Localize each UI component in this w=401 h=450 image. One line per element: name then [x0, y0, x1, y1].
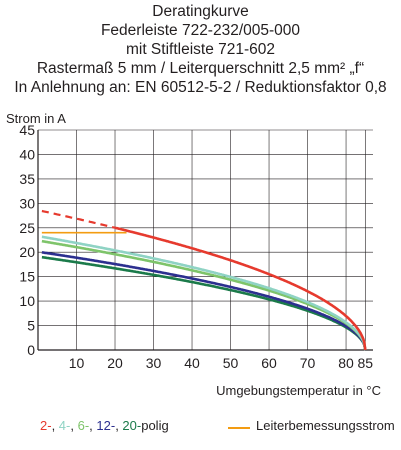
legend-item-3: , [70, 418, 78, 433]
legend-series: 2-, 4-, 6-, 12-, 20-polig [40, 418, 169, 433]
legend-item-9: polig [141, 418, 169, 433]
y-axis-label: Strom in A [6, 111, 66, 126]
y-tick-label-8: 45 [19, 122, 35, 138]
y-tick-label-1: 10 [19, 293, 35, 309]
series-line-1 [41, 235, 367, 351]
x-tick-label-5: 60 [261, 355, 277, 371]
y-tick-label-6: 35 [19, 171, 35, 187]
x-tick-label-1: 20 [107, 355, 123, 371]
x-tick-label-6: 70 [300, 355, 316, 371]
legend-item-8: 20- [122, 418, 142, 433]
legend-item-6: 12- [96, 418, 116, 433]
y-tick-label-3: 20 [19, 244, 35, 260]
chart-title-line3: mit Stiftleiste 721-602 [125, 41, 276, 58]
series-line-3 [41, 251, 367, 351]
y-tick-label-2: 15 [19, 269, 35, 285]
legend-item-4: 6- [77, 418, 90, 433]
legend-item-0: 2- [40, 418, 52, 433]
legend-label-rated-current: Leiterbemessungsstrom [256, 418, 395, 433]
y-tick-label-7: 40 [19, 146, 35, 162]
x-tick-label-0: 10 [69, 355, 85, 371]
y-tick-label-0: 5 [27, 318, 35, 334]
x-tick-label-7: 80 [338, 355, 354, 371]
y-tick-label-4: 25 [19, 220, 35, 236]
y-tick-label-zero: 0 [27, 342, 35, 358]
chart-title-line4: Rastermaß 5 mm / Leiterquerschnitt 2,5 m… [36, 60, 365, 77]
series-line-0 [114, 226, 367, 351]
series-line-dashed-0 [41, 209, 116, 229]
series-line-4 [41, 255, 367, 351]
legend-item-2: 4- [58, 418, 71, 433]
series-line-2 [41, 239, 367, 351]
y-tick-label-5: 30 [19, 195, 35, 211]
x-tick-label-8: 85 [358, 355, 374, 371]
chart-title-line2: Federleiste 722-232/005-000 [100, 22, 301, 39]
derating-chart: 5 10 15 20 25 30 35 40 45 0 10 20 30 40 50 60 70 80 85 Stro… [6, 111, 381, 398]
legend-item-5: , [89, 418, 97, 433]
x-tick-label-2: 30 [146, 355, 162, 371]
chart-title-line1: Deratingkurve [152, 3, 249, 20]
x-axis-label: Umgebungstemperatur in °C [216, 383, 381, 398]
legend-item-7: , [115, 418, 123, 433]
chart-title-line5: In Anlehnung an: EN 60512-5-2 / Reduktio… [14, 79, 387, 96]
x-tick-label-3: 40 [184, 355, 200, 371]
legend-item-1: , [51, 418, 59, 433]
x-tick-label-4: 50 [223, 355, 239, 371]
legend-swatch-rated-current [228, 427, 250, 429]
